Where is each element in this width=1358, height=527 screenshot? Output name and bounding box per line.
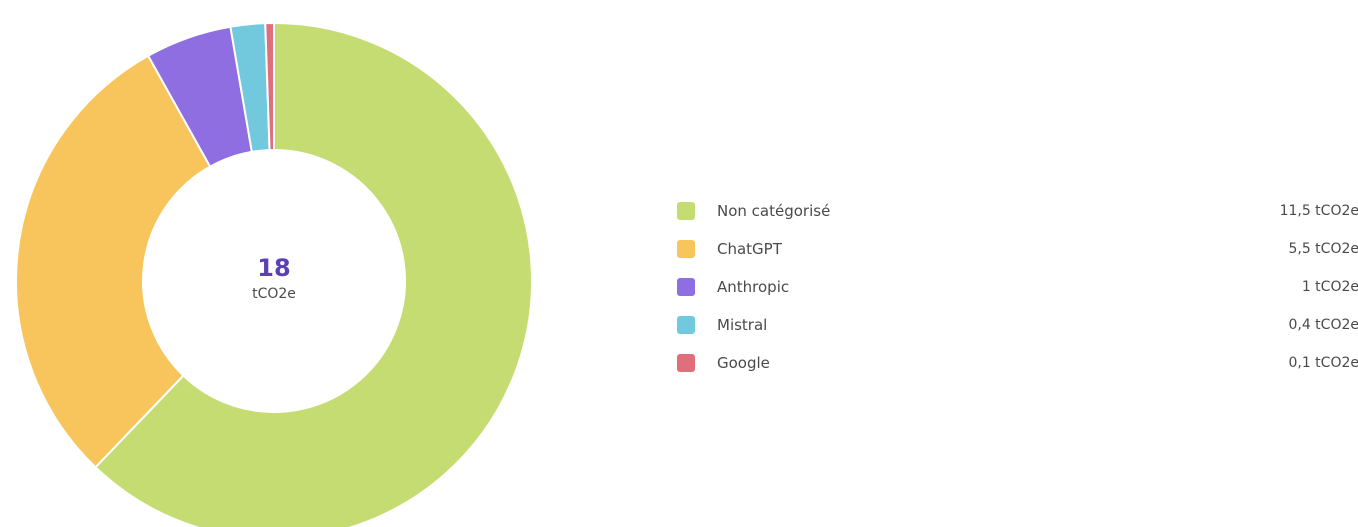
legend-item-non-categorise[interactable]: Non catégorisé 11,5 tCO2e bbox=[677, 192, 1358, 230]
legend-item-google[interactable]: Google 0,1 tCO2e bbox=[677, 344, 1358, 382]
legend-swatch bbox=[677, 202, 695, 220]
legend-label: Anthropic bbox=[717, 278, 789, 296]
legend-label: Non catégorisé bbox=[717, 202, 830, 220]
legend-item-anthropic[interactable]: Anthropic 1 tCO2e bbox=[677, 268, 1358, 306]
legend-label: ChatGPT bbox=[717, 240, 782, 258]
legend-label: Google bbox=[717, 354, 770, 372]
legend-value: 11,5 tCO2e bbox=[1280, 192, 1358, 230]
center-unit: tCO2e bbox=[252, 286, 296, 302]
legend-value: 0,1 tCO2e bbox=[1288, 344, 1358, 382]
donut-chart: 18 tCO2e bbox=[0, 0, 560, 527]
legend-swatch bbox=[677, 278, 695, 296]
legend-item-chatgpt[interactable]: ChatGPT 5,5 tCO2e bbox=[677, 230, 1358, 268]
legend-swatch bbox=[677, 240, 695, 258]
legend-item-mistral[interactable]: Mistral 0,4 tCO2e bbox=[677, 306, 1358, 344]
center-total: 18 bbox=[257, 254, 290, 282]
legend-swatch bbox=[677, 354, 695, 372]
legend-value: 5,5 tCO2e bbox=[1288, 230, 1358, 268]
legend-value: 0,4 tCO2e bbox=[1288, 306, 1358, 344]
legend-value: 1 tCO2e bbox=[1302, 268, 1358, 306]
legend-swatch bbox=[677, 316, 695, 334]
legend: Non catégorisé 11,5 tCO2e ChatGPT 5,5 tC… bbox=[677, 192, 1358, 382]
legend-label: Mistral bbox=[717, 316, 767, 334]
